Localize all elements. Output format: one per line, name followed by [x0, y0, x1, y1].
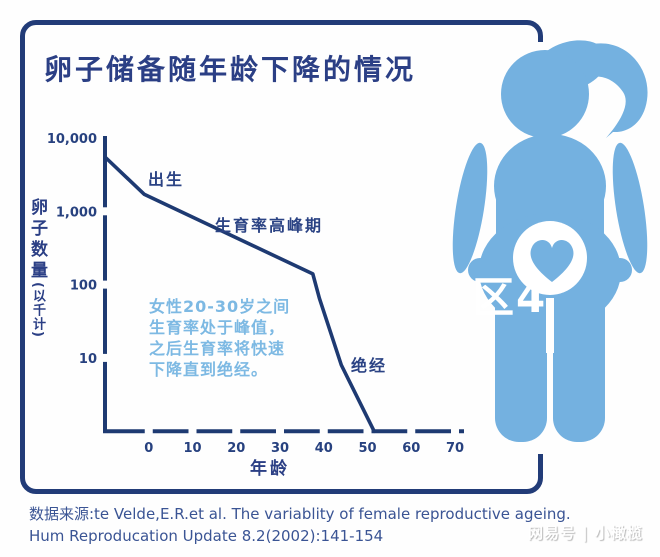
axes	[103, 136, 464, 434]
x-tick-label: 10	[183, 441, 201, 456]
note-line: 之后生育率将快速	[149, 339, 286, 358]
x-axis-label: 年龄	[250, 459, 290, 479]
right-arm	[612, 142, 648, 274]
y-tick-label: 10	[79, 352, 97, 367]
x-tick-label: 0	[144, 441, 153, 456]
x-tick-label: 50	[358, 441, 376, 456]
x-tick-label: 30	[271, 441, 289, 456]
fertility-curve	[103, 155, 376, 434]
x-tick-label: 20	[227, 441, 245, 456]
source-line-1: 数据来源:te Velde,E.R.et al. The variablity …	[29, 505, 571, 523]
left-leg	[495, 274, 547, 442]
leg-divider	[546, 298, 554, 353]
annotation-note-block: 女性20-30岁之间 生育率处于峰值， 之后生育率将快速 下降直到绝经。	[149, 296, 290, 380]
right-hand	[608, 258, 632, 282]
head	[501, 50, 589, 138]
annotation-menopause: 绝经	[351, 356, 388, 375]
data-source: 数据来源:te Velde,E.R.et al. The variablity …	[29, 503, 571, 547]
note-line: 女性20-30岁之间	[149, 297, 291, 316]
ponytail	[585, 43, 648, 138]
y-tick-label: 1,000	[56, 205, 97, 220]
annotation-peak-fertility: 生育率高峰期	[215, 216, 324, 235]
note-line: 生育率处于峰值，	[149, 318, 286, 337]
pregnant-woman-silhouette	[452, 40, 648, 442]
y-tick-label: 100	[70, 279, 97, 294]
x-tick-label: 70	[446, 441, 464, 456]
right-leg	[553, 274, 605, 442]
source-line-2: Hum Reproducation Update 8.2(2002):141-1…	[29, 527, 384, 545]
left-hand	[468, 258, 492, 282]
page-title: 卵子储备随年龄下降的情况	[44, 53, 417, 86]
x-tick-label: 60	[402, 441, 420, 456]
y-axis-label: 卵子数量(以千计)	[27, 198, 47, 338]
annotation-birth: 出生	[148, 170, 185, 189]
y-tick-label: 10,000	[47, 132, 97, 147]
left-arm	[452, 142, 488, 274]
fertility-decline-chart: 0 10 20 30 40 50 60 70 10 100 1,000 10,000	[47, 132, 464, 456]
x-tick-label: 40	[315, 441, 333, 456]
y-axis-label-sub: (以千计)	[30, 282, 45, 338]
y-axis-label-main: 卵子数量	[27, 198, 47, 282]
watermark-center: 区4	[472, 273, 548, 322]
heart-icon	[530, 240, 574, 282]
note-line: 下降直到绝经。	[149, 360, 269, 379]
watermark-bottom-right: 网易号 | 小橄榄	[528, 524, 643, 542]
